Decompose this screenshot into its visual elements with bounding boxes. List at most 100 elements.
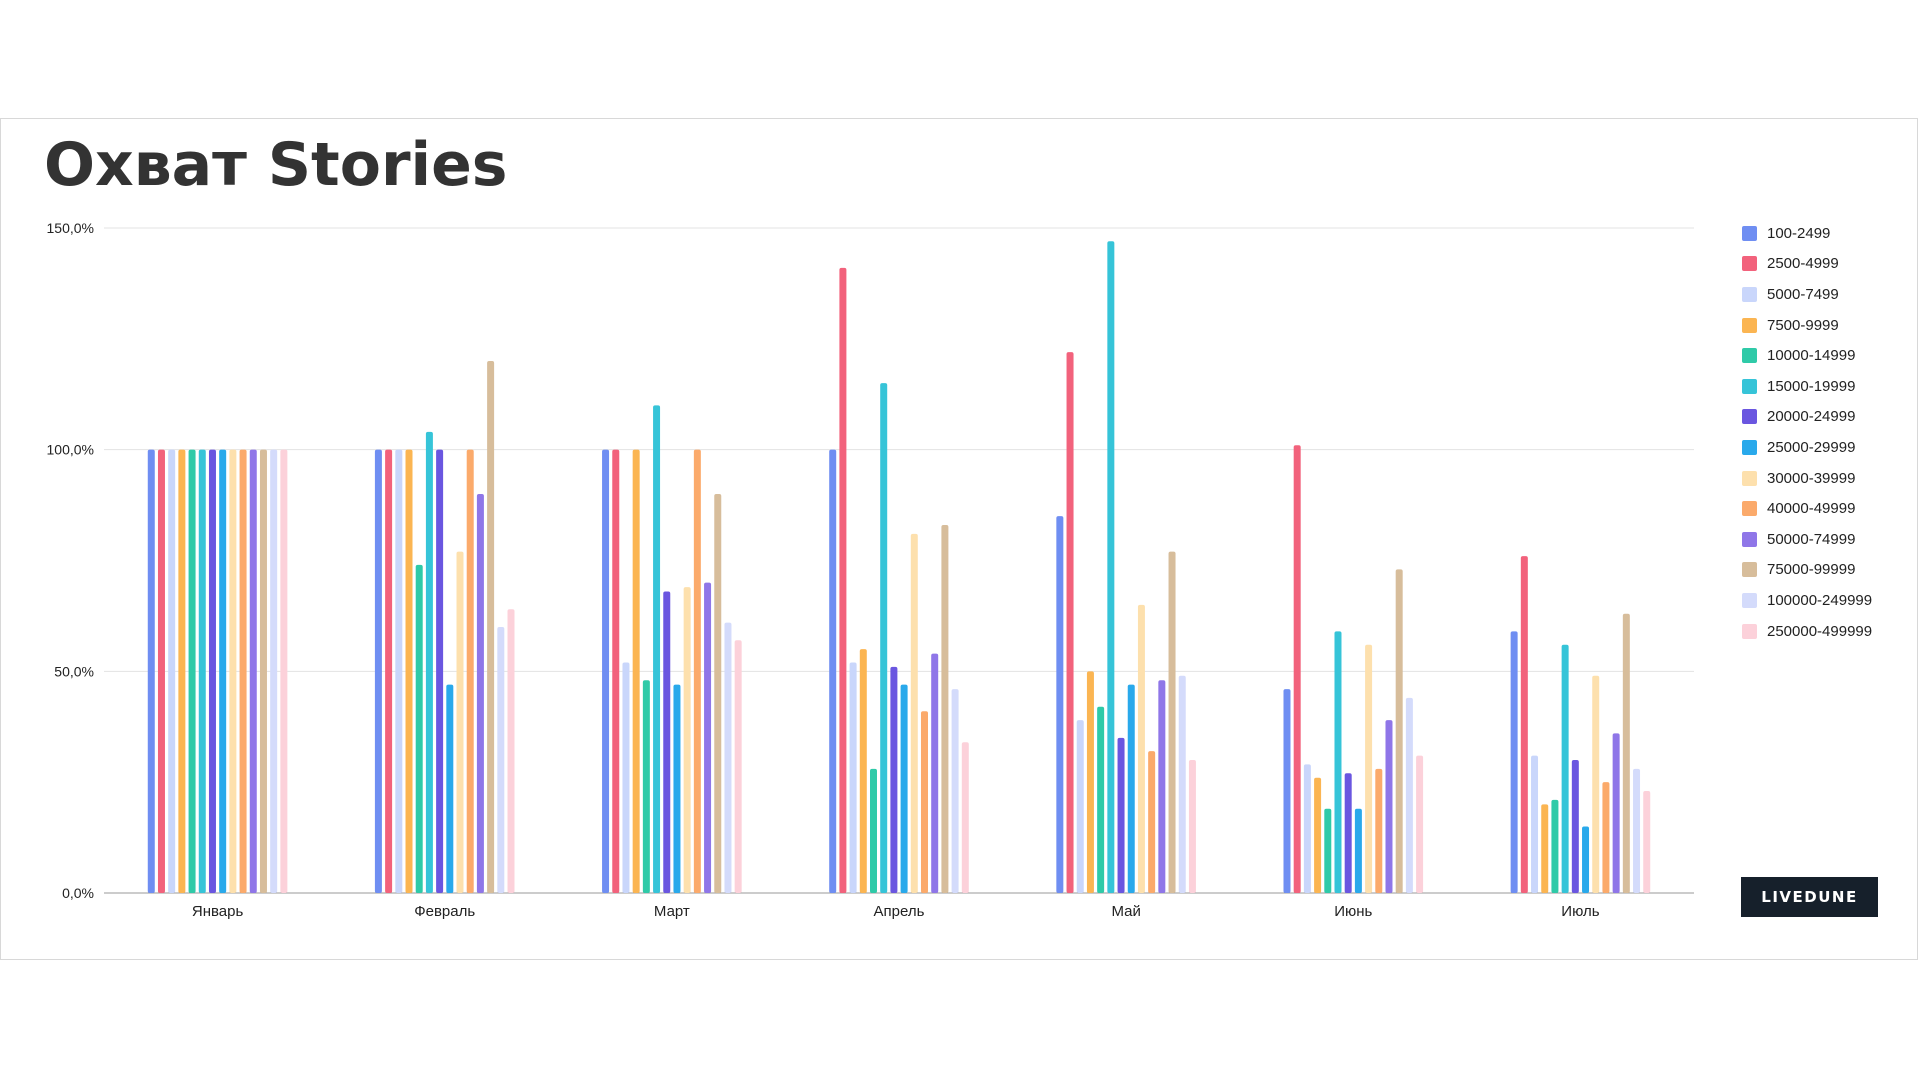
bar-100-2499-Апрель xyxy=(829,449,837,893)
y-tick-label: 50,0% xyxy=(54,663,94,679)
bar-5000-7499-Апрель xyxy=(849,662,857,893)
bar-50000-74999-Январь xyxy=(249,449,257,893)
bar-250000-499999-Июль xyxy=(1643,791,1651,893)
bar-30000-39999-Апрель xyxy=(910,533,918,893)
legend-swatch xyxy=(1742,439,1757,455)
legend-swatch xyxy=(1742,256,1757,272)
legend-label: 250000-499999 xyxy=(1767,622,1873,640)
legend-label: 15000-19999 xyxy=(1767,377,1856,395)
legend-label: 30000-39999 xyxy=(1767,469,1856,487)
bar-5000-7499-Июнь xyxy=(1303,764,1311,893)
bar-250000-499999-Март xyxy=(734,640,742,893)
bar-7500-9999-Май xyxy=(1086,671,1094,893)
x-tick-label: Март xyxy=(654,903,690,920)
bar-75000-99999-Март xyxy=(714,494,722,893)
legend-item: 2500-4999 xyxy=(1742,249,1912,280)
x-tick-label: Апрель xyxy=(874,903,925,920)
bar-40000-49999-Июнь xyxy=(1375,768,1383,893)
x-tick-label: Июль xyxy=(1561,903,1599,920)
livedune-logo: LIVEDUNE xyxy=(1741,877,1878,917)
y-tick-label: 150,0% xyxy=(47,220,94,236)
legend-swatch xyxy=(1742,378,1757,394)
legend-item: 25000-29999 xyxy=(1742,432,1912,463)
bar-20000-24999-Май xyxy=(1117,737,1125,893)
bar-100000-249999-Февраль xyxy=(497,627,505,893)
bar-10000-14999-Июль xyxy=(1551,799,1559,893)
bar-30000-39999-Февраль xyxy=(456,551,464,893)
bar-15000-19999-Январь xyxy=(198,449,206,893)
legend-item: 100000-249999 xyxy=(1742,585,1912,616)
bar-100-2499-Июль xyxy=(1510,631,1518,893)
legend-label: 25000-29999 xyxy=(1767,438,1856,456)
legend-label: 7500-9999 xyxy=(1767,316,1839,334)
legend-label: 100000-249999 xyxy=(1767,591,1873,609)
x-tick-label: Январь xyxy=(192,903,244,920)
bar-100-2499-Май xyxy=(1056,516,1064,893)
legend-swatch xyxy=(1742,470,1757,486)
bar-10000-14999-Январь xyxy=(188,449,196,893)
bar-20000-24999-Январь xyxy=(208,449,216,893)
bar-50000-74999-Июнь xyxy=(1385,720,1393,893)
bar-75000-99999-Июль xyxy=(1622,613,1630,893)
legend-item: 40000-49999 xyxy=(1742,493,1912,524)
bar-7500-9999-Январь xyxy=(178,449,186,893)
legend-label: 2500-4999 xyxy=(1767,255,1839,273)
bar-5000-7499-Январь xyxy=(168,449,176,893)
bar-100-2499-Март xyxy=(602,449,610,893)
bar-50000-74999-Март xyxy=(704,582,712,893)
bar-100-2499-Февраль xyxy=(374,449,382,893)
x-tick-label: Июнь xyxy=(1334,903,1372,920)
bar-15000-19999-Июнь xyxy=(1334,631,1342,893)
y-tick-label: 0,0% xyxy=(62,885,94,901)
x-tick-label: Февраль xyxy=(414,903,475,920)
chart-legend: 100-2499 2500-4999 5000-7499 7500-9999 10000… xyxy=(1742,218,1912,646)
bar-30000-39999-Январь xyxy=(229,449,237,893)
y-tick-label: 100,0% xyxy=(47,442,94,458)
bar-50000-74999-Май xyxy=(1158,680,1166,893)
bar-15000-19999-Июль xyxy=(1561,644,1569,893)
bar-250000-499999-Февраль xyxy=(507,609,515,893)
bar-75000-99999-Февраль xyxy=(487,361,495,893)
legend-swatch xyxy=(1742,623,1757,639)
bar-40000-49999-Февраль xyxy=(466,449,474,893)
bar-2500-4999-Июль xyxy=(1520,556,1528,893)
legend-item: 5000-7499 xyxy=(1742,279,1912,310)
bar-20000-24999-Июнь xyxy=(1344,773,1352,893)
bar-7500-9999-Март xyxy=(632,449,640,893)
bar-15000-19999-Апрель xyxy=(880,383,888,893)
legend-label: 40000-49999 xyxy=(1767,500,1856,518)
bar-75000-99999-Апрель xyxy=(941,525,949,893)
bar-40000-49999-Июль xyxy=(1602,782,1610,893)
bar-100-2499-Июнь xyxy=(1283,689,1291,893)
bar-75000-99999-Январь xyxy=(259,449,267,893)
bar-20000-24999-Февраль xyxy=(436,449,444,893)
legend-item: 15000-19999 xyxy=(1742,371,1912,402)
bar-25000-29999-Февраль xyxy=(446,684,454,893)
bar-15000-19999-Март xyxy=(653,405,661,893)
legend-swatch xyxy=(1742,286,1757,302)
bar-25000-29999-Март xyxy=(673,684,681,893)
bar-10000-14999-Февраль xyxy=(415,564,423,893)
bar-100000-249999-Апрель xyxy=(951,689,959,893)
bar-25000-29999-Июнь xyxy=(1354,808,1362,893)
bar-2500-4999-Апрель xyxy=(839,267,847,893)
bar-15000-19999-Февраль xyxy=(425,431,433,893)
bar-2500-4999-Февраль xyxy=(385,449,393,893)
bar-30000-39999-Июнь xyxy=(1365,644,1373,893)
legend-item: 250000-499999 xyxy=(1742,616,1912,647)
legend-swatch xyxy=(1742,501,1757,517)
bar-30000-39999-Июль xyxy=(1592,675,1600,893)
bar-10000-14999-Май xyxy=(1097,706,1105,893)
bar-100-2499-Январь xyxy=(147,449,155,893)
chart-title: Охват Stories xyxy=(44,130,508,200)
bar-2500-4999-Январь xyxy=(157,449,165,893)
legend-item: 100-2499 xyxy=(1742,218,1912,249)
bar-10000-14999-Апрель xyxy=(870,768,877,893)
bar-50000-74999-Февраль xyxy=(476,494,484,893)
legend-item: 10000-14999 xyxy=(1742,340,1912,371)
bar-30000-39999-Май xyxy=(1137,604,1145,893)
legend-label: 50000-74999 xyxy=(1767,530,1856,548)
bar-2500-4999-Май xyxy=(1066,352,1074,893)
bar-40000-49999-Январь xyxy=(239,449,247,893)
legend-label: 5000-7499 xyxy=(1767,285,1839,303)
